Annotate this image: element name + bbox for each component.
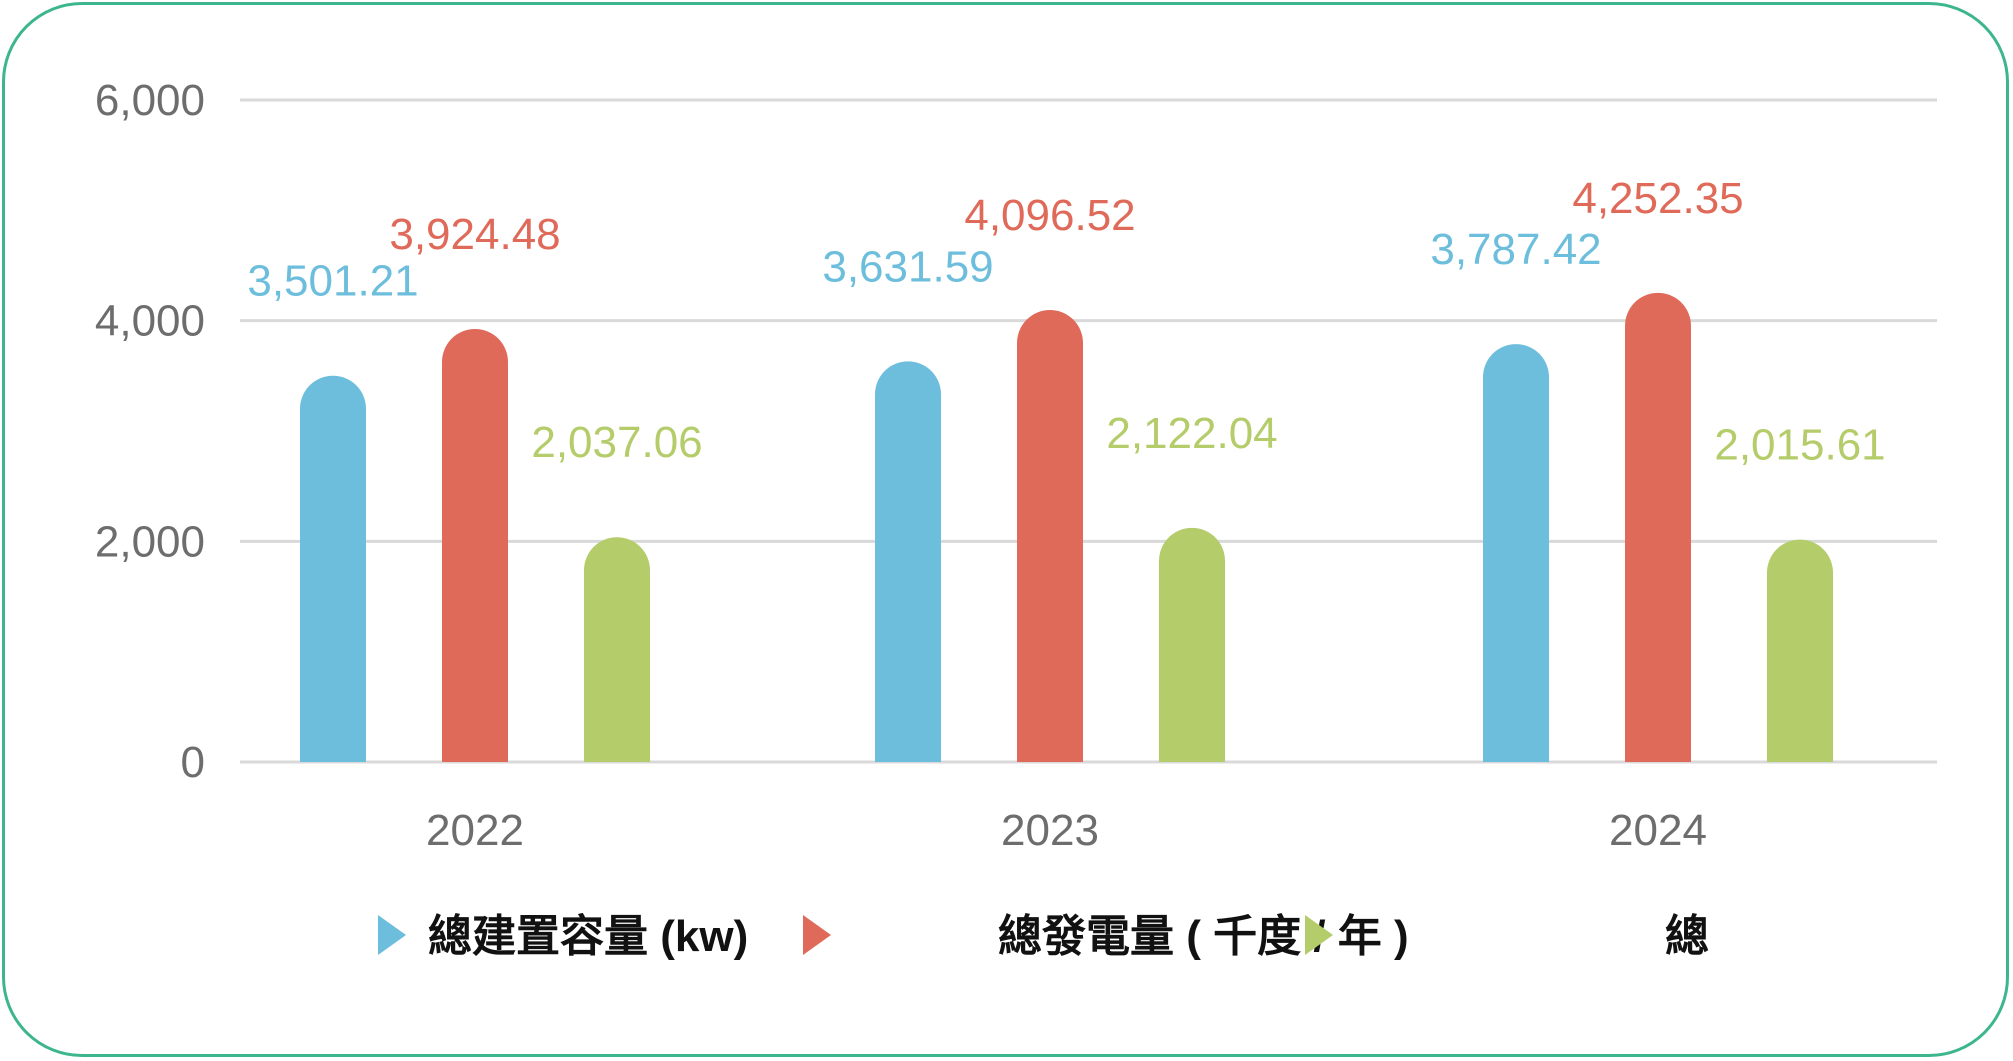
bar [1159,527,1225,762]
y-axis: 0 2,000 4,000 6,000 [95,76,205,787]
bar [1483,344,1549,762]
data-label: 2,037.06 [531,418,702,467]
data-label: 2,015.61 [1714,421,1885,470]
bars [300,292,1833,762]
x-tick-label: 2024 [1609,806,1707,855]
legend-label: 總 [1665,912,1709,961]
data-label: 4,252.35 [1572,174,1743,223]
data-label: 3,787.42 [1430,225,1601,274]
legend-label: 總發電量 ( 千度 / 年 ) [998,912,1409,961]
bar [1017,310,1083,762]
bar [442,328,508,762]
x-tick-label: 2023 [1001,806,1099,855]
y-tick-label: 4,000 [95,297,205,346]
legend: 總建置容量 (kw) 總發電量 ( 千度 / 年 ) 總 [378,912,1709,961]
data-label: 2,122.04 [1106,409,1277,458]
y-tick-label: 6,000 [95,76,205,125]
legend-marker-icon [378,915,406,955]
legend-marker-icon [1305,915,1333,955]
data-label: 3,501.21 [247,257,418,306]
bar [875,361,941,762]
x-axis: 2022 2023 2024 [426,806,1707,855]
legend-label: 總建置容量 (kw) [428,912,748,961]
x-tick-label: 2022 [426,806,524,855]
bar [300,375,366,762]
bar [584,537,650,762]
bar [1625,292,1691,762]
data-labels: 3,501.21 3,631.59 3,787.42 3,924.48 4,096.52… [247,174,1885,470]
y-tick-label: 0 [181,738,205,787]
data-label: 3,924.48 [389,210,560,259]
data-label: 4,096.52 [964,191,1135,240]
legend-marker-icon [803,915,831,955]
bar [1767,539,1833,762]
y-tick-label: 2,000 [95,517,205,566]
data-label: 3,631.59 [822,242,993,291]
